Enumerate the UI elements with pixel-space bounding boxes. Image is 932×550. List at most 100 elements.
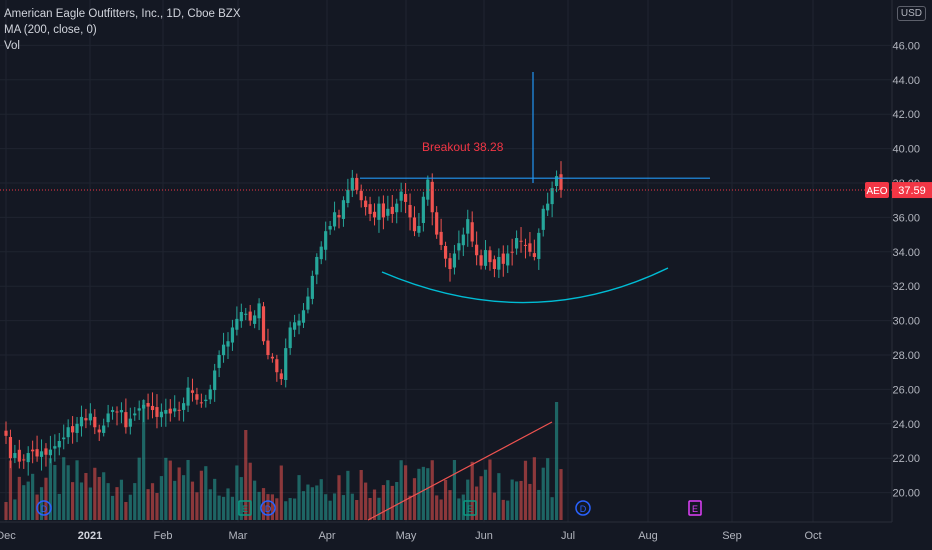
candle-body	[390, 206, 394, 214]
volume-bar	[79, 482, 84, 520]
volume-bar	[510, 479, 514, 520]
candle-body	[17, 449, 21, 462]
price-tick-label: 36.00	[892, 212, 920, 224]
candle-body	[137, 408, 141, 411]
ma-indicator-label[interactable]: MA (200, close, 0)	[4, 24, 97, 36]
candle-body	[559, 174, 563, 190]
volume-bar	[395, 482, 399, 520]
volume-bar	[515, 481, 519, 520]
earnings-icon-label: E	[467, 504, 473, 514]
candle-body	[13, 453, 17, 458]
volume-bar	[88, 487, 92, 520]
candle-body	[483, 250, 488, 266]
candle-body	[372, 211, 377, 218]
volume-bar	[341, 495, 346, 520]
candle-body	[501, 253, 505, 264]
candle-body	[239, 312, 243, 322]
volume-bar	[248, 462, 252, 520]
candle-body	[261, 306, 266, 342]
volume-bar	[364, 482, 368, 520]
candle-body	[217, 355, 221, 368]
candle-body	[341, 200, 346, 219]
volume-bar	[22, 485, 26, 520]
volume-bar	[266, 494, 270, 520]
volume-bar	[253, 480, 257, 520]
volume-bar	[244, 430, 248, 520]
volume-indicator-label[interactable]: Vol	[4, 40, 20, 52]
volume-bar	[66, 465, 70, 520]
candle-body	[537, 232, 541, 259]
candle-body	[164, 410, 168, 414]
candle-body	[159, 411, 163, 418]
volume-bar	[168, 460, 172, 520]
candle-body	[39, 451, 44, 457]
candle-body	[301, 310, 306, 323]
price-tick-label: 46.00	[892, 40, 920, 52]
volume-bar	[359, 470, 363, 520]
volume-bar	[443, 479, 448, 520]
volume-bar	[448, 490, 452, 520]
volume-bar	[284, 501, 288, 520]
volume-bar	[426, 468, 430, 520]
candle-body	[248, 311, 252, 321]
candle-body	[128, 418, 132, 427]
candle-body	[515, 238, 519, 249]
earnings-icon-label: E	[242, 504, 248, 514]
candle-body	[88, 413, 92, 421]
candle-body	[177, 409, 181, 411]
volume-bar	[506, 500, 510, 520]
volume-bar	[4, 502, 8, 520]
time-tick-label: Feb	[154, 530, 173, 542]
volume-bar	[301, 491, 306, 520]
candle-body	[182, 403, 186, 410]
volume-bar	[190, 481, 195, 520]
candle-body	[310, 275, 314, 299]
volume-bar	[217, 495, 221, 520]
candle-body	[412, 217, 417, 232]
volume-bar	[164, 457, 168, 520]
volume-bar	[102, 472, 106, 520]
volume-bar	[137, 457, 141, 520]
volume-bar	[368, 497, 372, 520]
price-tick-label: 30.00	[892, 316, 920, 328]
volume-bar	[470, 461, 474, 520]
earnings-icon	[238, 500, 252, 516]
volume-bar	[195, 492, 199, 520]
candle-body	[439, 231, 443, 245]
price-tick-label: 40.00	[892, 144, 920, 156]
dividend-icon	[36, 500, 52, 516]
candle-body	[359, 190, 363, 201]
candle-body	[328, 226, 332, 230]
cup-arc	[381, 267, 669, 304]
candle-body	[226, 341, 230, 347]
volume-bar	[186, 459, 190, 520]
volume-bar	[119, 479, 124, 520]
volume-bar	[97, 476, 101, 520]
currency-button[interactable]: USD	[896, 6, 926, 21]
volume-bar	[439, 499, 443, 520]
candle-body	[443, 245, 448, 259]
candle-body	[173, 408, 177, 412]
candle-body	[528, 243, 532, 252]
candle-body	[404, 194, 408, 202]
volume-bar	[115, 487, 119, 520]
candle-body	[62, 437, 66, 440]
candle-body	[199, 402, 203, 404]
candle-body	[106, 413, 110, 423]
volume-bar	[142, 400, 146, 520]
price-tick-label: 34.00	[892, 247, 920, 259]
candle-body	[519, 240, 523, 242]
candle-body	[506, 253, 510, 266]
candle-body	[221, 344, 226, 356]
volume-bar	[435, 495, 439, 520]
candle-body	[110, 410, 115, 412]
candle-body	[208, 389, 212, 400]
volume-bar	[150, 483, 155, 520]
volume-bar	[275, 498, 279, 520]
price-tag-label: 37.59	[898, 185, 926, 197]
candle-body	[235, 318, 239, 330]
candle-body	[395, 203, 399, 213]
candle-body	[554, 176, 559, 186]
